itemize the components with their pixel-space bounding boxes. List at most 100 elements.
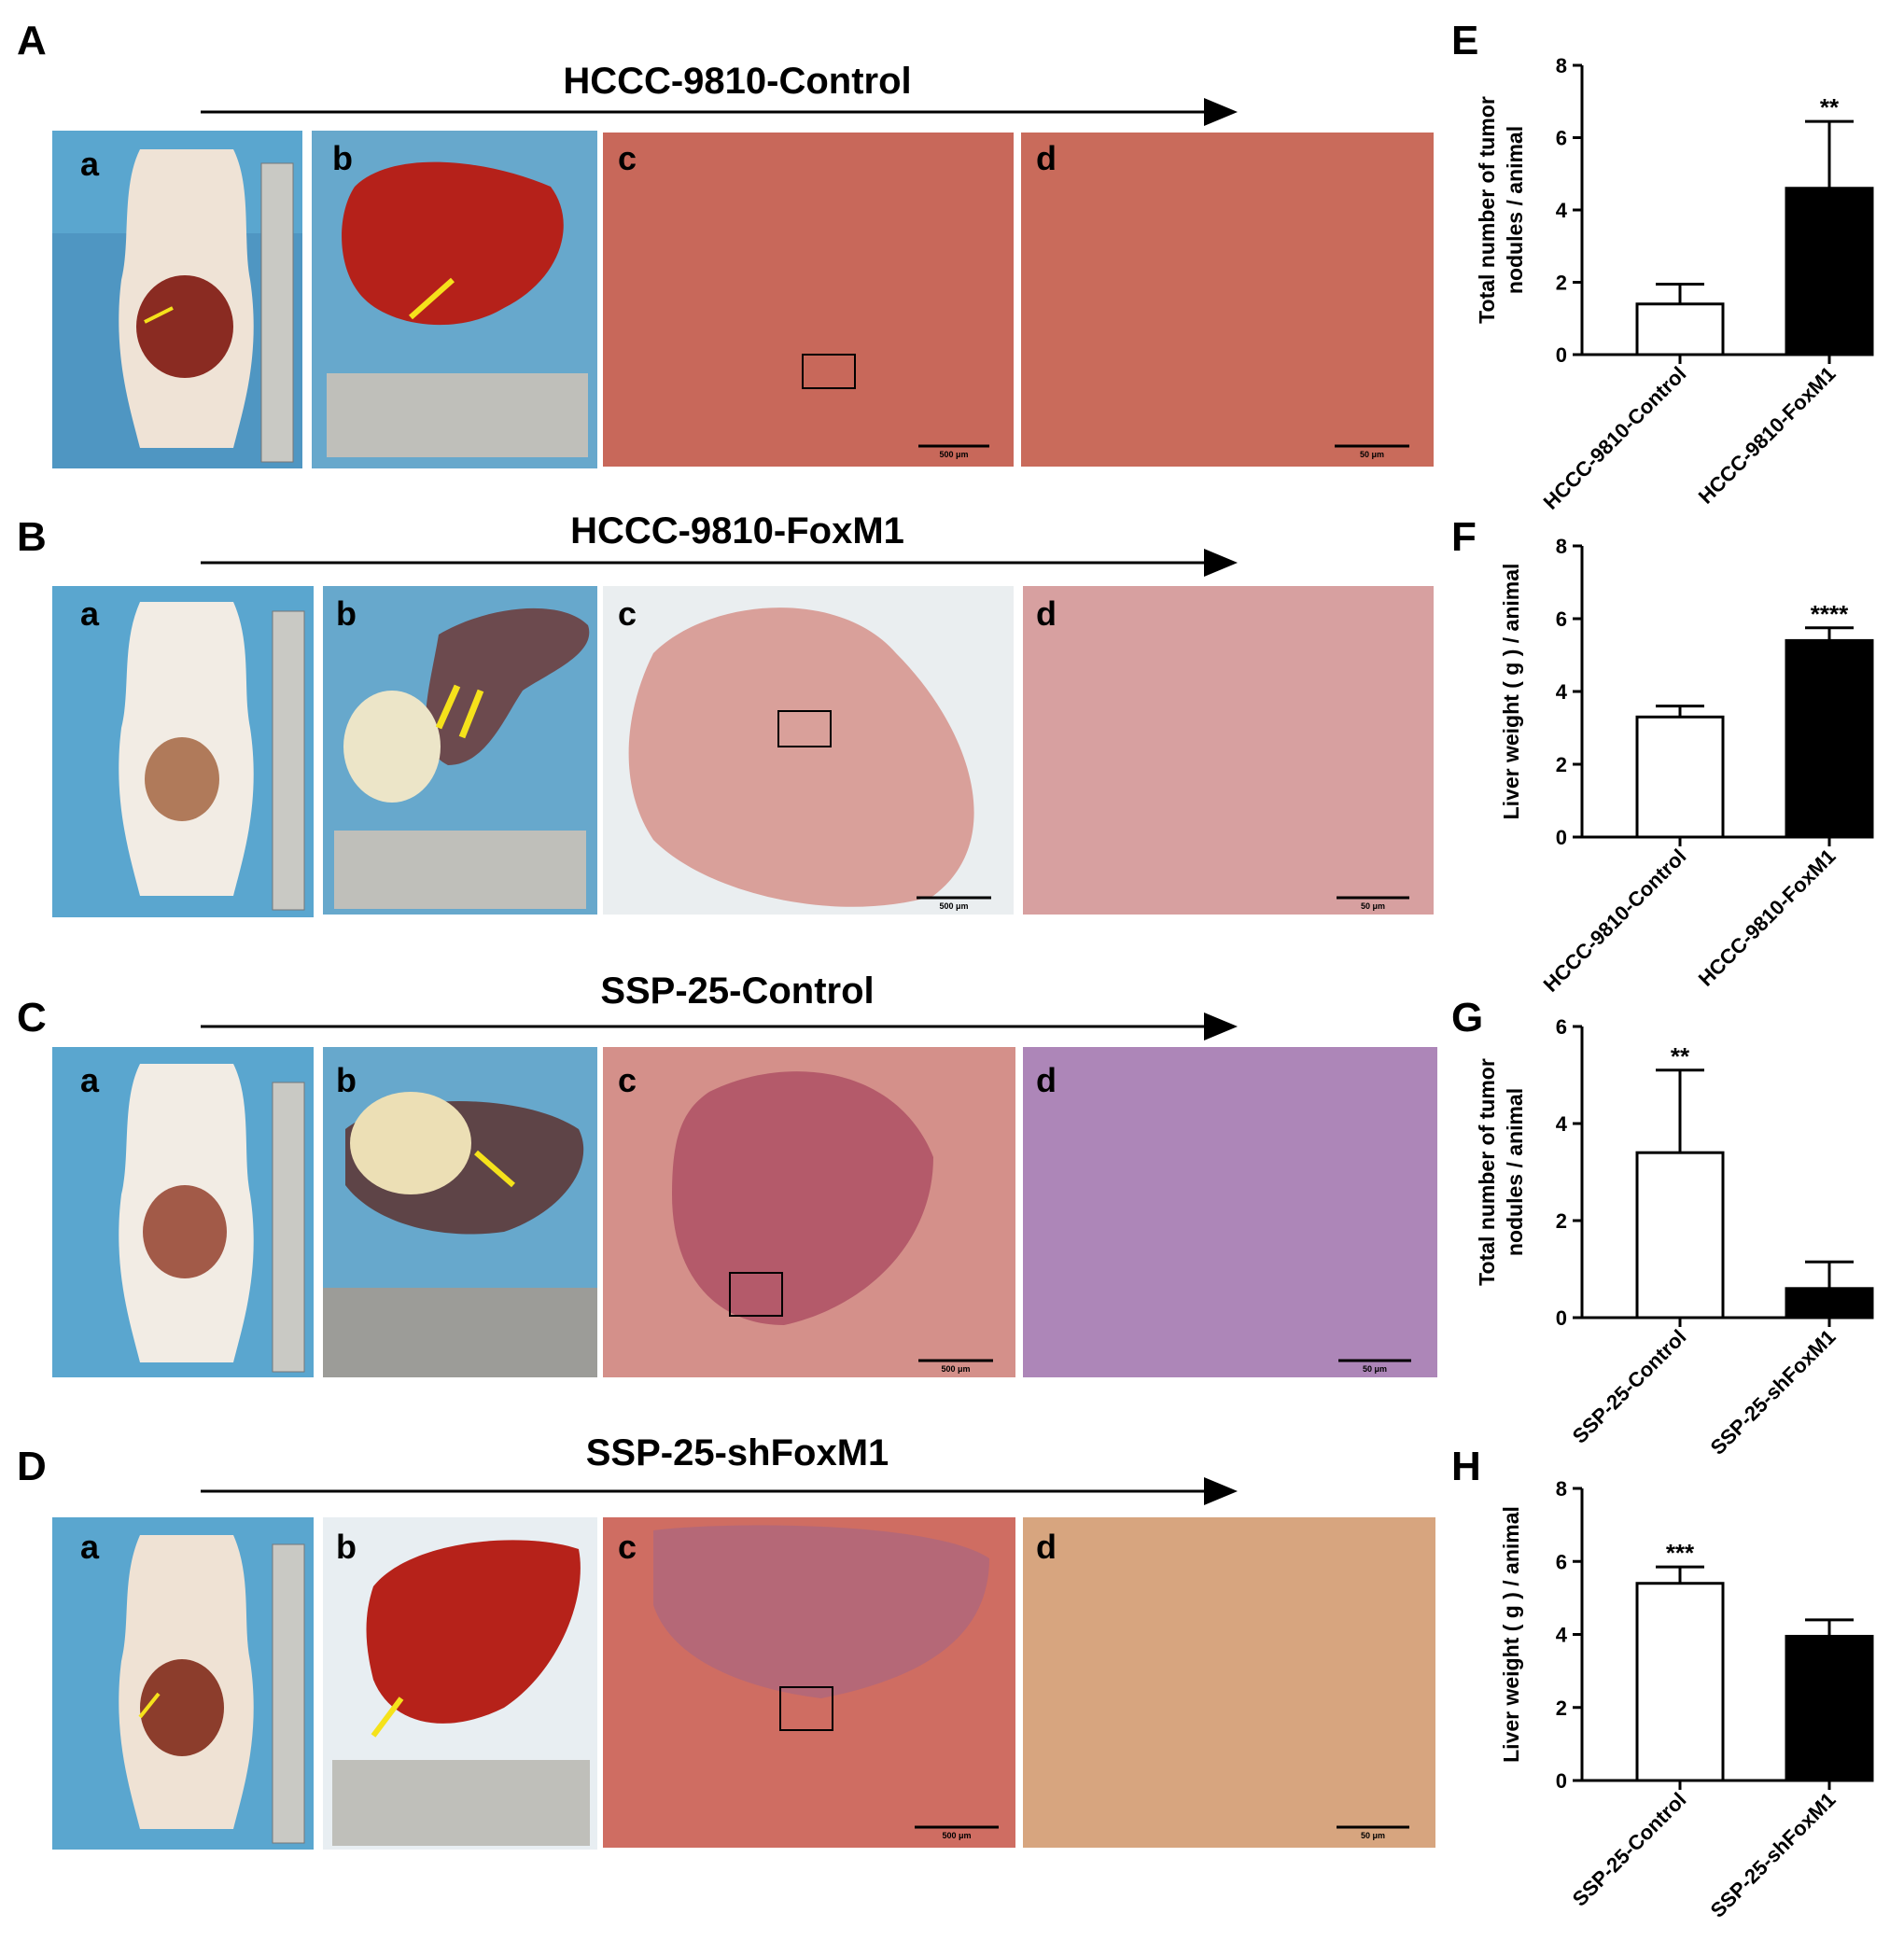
row-b-sub-c: c — [618, 594, 637, 633]
y-tick-label: 4 — [1556, 680, 1568, 704]
chart-e: E 0 2 4 6 8 Total number of tumor nodules / ani… — [1451, 18, 1874, 514]
y-tick-label: 8 — [1556, 54, 1567, 77]
y-tick-label: 0 — [1556, 343, 1567, 367]
y-tick-label: 2 — [1556, 1697, 1567, 1720]
y-tick-label: 4 — [1556, 1624, 1568, 1647]
significance-1: ** — [1671, 1042, 1690, 1070]
y-tick-label: 6 — [1556, 607, 1567, 631]
row-c-he-high: 50 μm d — [1023, 1047, 1437, 1377]
row-a-he-high: 50 μm d — [1021, 133, 1434, 467]
x-tick-label-1: SSP-25-Control — [1568, 1788, 1691, 1911]
y-axis-title: Total number of tumor nodules / animal — [1475, 1058, 1527, 1286]
panel-label-c: C — [17, 995, 47, 1040]
row-a-sub-b: b — [332, 139, 353, 177]
y-axis-title-line-1: Total number of tumor — [1475, 1058, 1499, 1286]
y-tick-label: 0 — [1556, 826, 1567, 849]
row-c-photo-mouse: a — [52, 1047, 314, 1377]
row-b-scale-c: 500 μm — [939, 901, 968, 911]
y-axis-title: Liver weight ( g ) / animal — [1499, 1506, 1523, 1763]
row-b-scale-d: 50 μm — [1361, 901, 1385, 911]
significance-1: *** — [1666, 1539, 1695, 1567]
bar-1 — [1635, 1151, 1725, 1320]
bar-1 — [1635, 1582, 1725, 1782]
row-a-sub-d: d — [1036, 139, 1057, 177]
row-a-title: HCCC-9810-Control — [563, 61, 911, 102]
y-tick-label: 2 — [1556, 753, 1567, 776]
row-c-photo-liver: b — [323, 1047, 597, 1377]
row-d: D SSP-25-shFoxM1 a b 500 μm c — [17, 1432, 1435, 1850]
chart-f: F 0 2 4 6 8 Liver weight ( g ) / animal HCCC-98… — [1451, 514, 1874, 997]
row-b-sub-b: b — [336, 594, 357, 633]
row-c-sub-a: a — [80, 1061, 100, 1099]
bar-1 — [1635, 302, 1725, 356]
row-b-title: HCCC-9810-FoxM1 — [570, 510, 904, 552]
row-d-scale-c: 500 μm — [942, 1831, 971, 1840]
row-a-sub-a: a — [80, 145, 100, 183]
row-d-he-high: 50 μm d — [1023, 1517, 1435, 1848]
row-b-sub-a: a — [80, 594, 100, 633]
row-a: A HCCC-9810-Control a b 500 μm c — [17, 18, 1434, 468]
row-d-he-low: 500 μm c — [603, 1517, 1015, 1848]
row-c-title: SSP-25-Control — [600, 970, 874, 1012]
panel-label-d: D — [17, 1444, 47, 1489]
row-a-sub-c: c — [618, 139, 637, 177]
row-d-photo-liver: b — [323, 1517, 597, 1850]
bar-1 — [1635, 715, 1725, 839]
y-tick-label: 4 — [1556, 199, 1568, 222]
y-tick-label: 4 — [1556, 1112, 1568, 1136]
row-a-photo-liver: b — [312, 131, 597, 468]
panel-label-a: A — [17, 18, 47, 63]
y-tick-label: 6 — [1556, 127, 1567, 150]
x-tick-label-2: SSP-25-shFoxM1 — [1706, 1325, 1841, 1459]
y-axis-title-line-1: Total number of tumor — [1475, 96, 1499, 324]
row-c: C SSP-25-Control a b 500 μm c — [17, 970, 1437, 1377]
y-tick-label: 2 — [1556, 1209, 1567, 1233]
bar-2 — [1785, 638, 1874, 839]
row-d-scale-d: 50 μm — [1361, 1831, 1385, 1840]
row-b-he-low: 500 μm c — [603, 586, 1014, 915]
row-a-scale-d: 50 μm — [1360, 450, 1384, 459]
row-d-sub-d: d — [1036, 1528, 1057, 1566]
row-a-scale-c: 500 μm — [939, 450, 968, 459]
y-axis-title: Liver weight ( g ) / animal — [1499, 564, 1523, 820]
row-c-sub-c: c — [618, 1061, 637, 1099]
y-tick-label: 0 — [1556, 1306, 1567, 1330]
x-tick-label-1: HCCC-9810-Control — [1539, 845, 1691, 997]
x-tick-label-2: HCCC-9810-FoxM1 — [1694, 845, 1841, 991]
y-tick-label: 6 — [1556, 1550, 1567, 1573]
row-b-sub-d: d — [1036, 594, 1057, 633]
y-tick-label: 6 — [1556, 1015, 1567, 1039]
row-c-scale-d: 50 μm — [1363, 1364, 1387, 1374]
x-tick-label-1: SSP-25-Control — [1568, 1325, 1691, 1448]
bar-2 — [1785, 187, 1874, 356]
row-d-sub-b: b — [336, 1528, 357, 1566]
row-c-he-low: 500 μm c — [603, 1047, 1015, 1377]
bar-2 — [1785, 1634, 1874, 1782]
row-d-photo-mouse: a — [52, 1517, 314, 1850]
chart-g: G 0 2 4 6 Total number of tumor nodules / anim… — [1451, 995, 1874, 1459]
y-axis-title: Total number of tumor nodules / animal — [1475, 96, 1527, 324]
y-tick-label: 2 — [1556, 272, 1567, 295]
y-axis-title-line-2: nodules / animal — [1503, 126, 1527, 294]
row-d-sub-c: c — [618, 1528, 637, 1566]
y-tick-label: 8 — [1556, 535, 1567, 558]
chart-g-label: G — [1451, 995, 1483, 1040]
row-d-title: SSP-25-shFoxM1 — [586, 1432, 889, 1473]
row-c-sub-b: b — [336, 1061, 357, 1099]
significance-2: **** — [1811, 600, 1849, 628]
x-tick-label-2: HCCC-9810-FoxM1 — [1694, 362, 1841, 509]
y-tick-label: 0 — [1556, 1769, 1567, 1793]
significance-2: ** — [1820, 93, 1840, 121]
x-tick-label-1: HCCC-9810-Control — [1539, 362, 1691, 514]
panel-label-b: B — [17, 514, 47, 560]
y-tick-label: 8 — [1556, 1477, 1567, 1501]
chart-f-label: F — [1451, 514, 1477, 560]
row-c-scale-c: 500 μm — [941, 1364, 970, 1374]
row-b: B HCCC-9810-FoxM1 a b 500 μm c — [17, 510, 1434, 917]
chart-h: H 0 2 4 6 8 Liver weight ( g ) / animal *** SSP-… — [1451, 1444, 1874, 1922]
row-b-photo-liver: b — [323, 586, 597, 915]
row-d-sub-a: a — [80, 1528, 100, 1566]
y-axis-title-line-2: nodules / animal — [1503, 1088, 1527, 1256]
